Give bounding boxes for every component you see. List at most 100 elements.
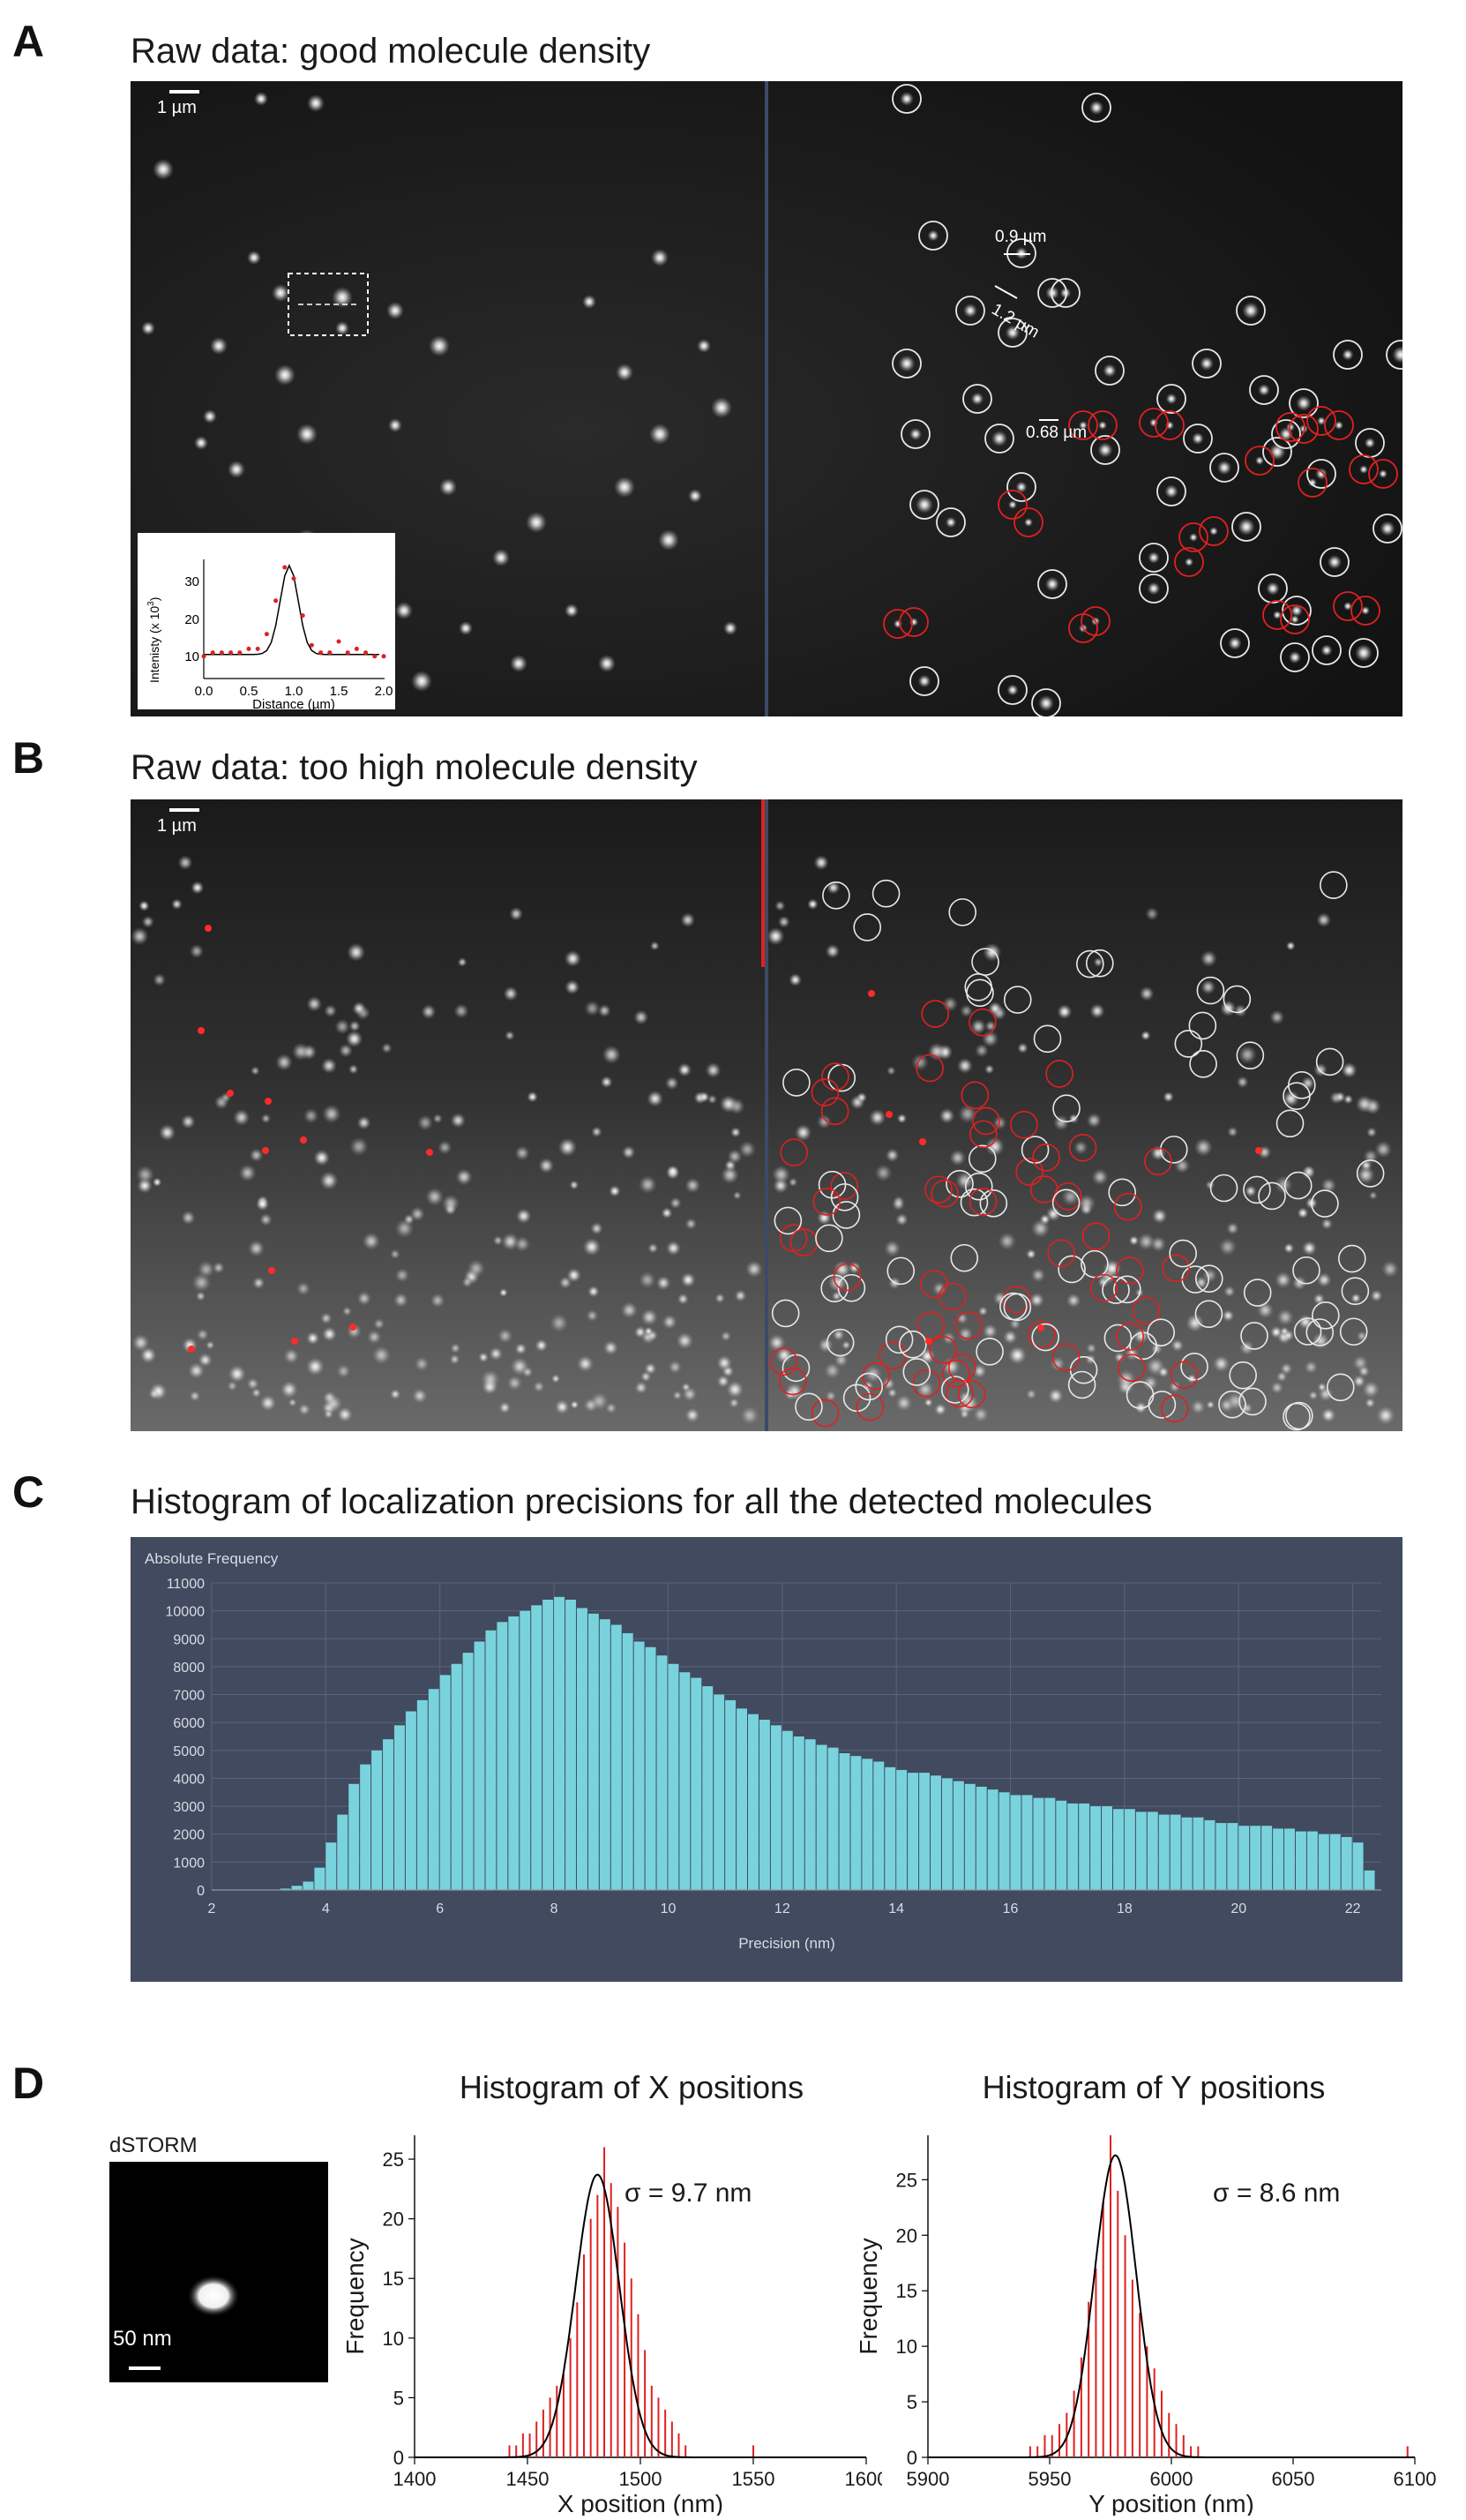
detection-circle-red [1116,1323,1144,1351]
molecule-spot [194,436,208,450]
histogram-bar [793,1736,804,1890]
molecule-spot [141,915,154,928]
molecule-spot [1192,432,1204,445]
histogram-bar [462,1653,474,1890]
molecule-spot [352,1001,367,1016]
inset-point [264,632,269,637]
detection-circle-white [853,913,882,941]
molecule-spot [856,1091,868,1103]
detection-circle-red [1350,596,1380,626]
dstorm-image: 50 nm [109,2162,328,2382]
molecule-spot [716,1374,730,1388]
molecule-spot [1169,1380,1181,1393]
molecule-spot [203,409,217,424]
detection-circle-red [1068,1133,1097,1162]
histogram-bar [1112,1809,1124,1890]
molecule-spot [738,1140,757,1159]
molecule-spot [177,855,193,871]
molecule-spot [260,1114,272,1124]
molecule-spot [1342,349,1354,361]
molecule-spot [450,1113,466,1129]
molecule-spot [227,1380,238,1391]
detection-circle-white [1006,472,1036,502]
inset-background [138,533,395,709]
molecule-spot [874,1164,893,1182]
saturated-pixel [919,1138,926,1145]
detection-circle-red [931,1179,959,1208]
molecule-spot [324,1004,338,1018]
molecule-spot [1236,1076,1249,1089]
inset-point [228,650,234,656]
molecule-spot [584,1000,601,1017]
molecule-spot [707,1094,718,1105]
detection-circle-red [811,1399,840,1428]
inset-xtick-1: 1.0 [285,684,303,699]
histogram-bar [964,1783,976,1890]
molecule-spot [1226,1221,1239,1235]
detection-circle-red [1155,410,1185,440]
detection-circle-white [1236,296,1266,326]
saturated-pixel [349,1324,356,1331]
detection-circle-red [1117,1354,1146,1382]
detection-circle-red [924,1175,953,1204]
molecule-spot [825,943,841,959]
molecule-spot [669,1196,682,1210]
molecule-spot [252,1276,266,1290]
molecule-spot [1128,1235,1140,1246]
scale-bar-label-a: 1 µm [157,98,197,117]
molecule-spot [1223,1285,1236,1298]
xtick-label: 1550 [732,2468,775,2490]
molecule-spot [688,489,702,503]
molecule-spot [526,512,547,533]
molecule-spot [772,1165,791,1184]
molecule-spot [338,1043,354,1058]
molecule-spot [813,855,829,871]
localized-molecule [187,2275,240,2317]
histogram-bar [360,1764,371,1890]
molecule-spot [356,1115,371,1130]
histogram-bar [303,1881,314,1890]
histogram-bar [1284,1828,1295,1890]
histogram-bar [873,1761,885,1890]
molecule-spot [189,1390,201,1402]
histogram-bar [1273,1828,1284,1890]
molecule-spot [984,1064,995,1075]
sigma-annotation: σ = 8.6 nm [1213,2179,1340,2208]
molecule-spot [1283,1090,1300,1107]
molecule-spot [228,1364,247,1384]
molecule-spot [684,1407,700,1423]
molecule-spot [777,915,790,928]
saturated-pixel [1255,1147,1262,1154]
molecule-spot [680,1271,696,1288]
molecule-spot [153,159,174,180]
detection-circle-red [821,1062,849,1091]
ytick-label: 4000 [173,1772,205,1787]
molecule-spot [1061,1187,1081,1206]
molecule-spot [1362,1380,1380,1399]
inset-fit-line [204,564,379,656]
xtick-label: 16 [1003,1901,1019,1916]
molecule-spot [1365,1397,1376,1409]
detection-circle-white [1238,1387,1267,1416]
molecule-spot [1255,456,1264,465]
histogram-bar [919,1773,931,1890]
molecule-spot [1392,346,1402,364]
molecule-spot [933,1403,947,1416]
detection-circle-red [1045,1060,1073,1088]
detection-circle-red [1013,507,1043,537]
detection-circle-red [1081,606,1111,636]
detection-circle-red [1178,522,1208,552]
histogram-ticks: 0 1000 2000 3000 4000 5000 6000 7000 8000 9000 100… [166,1577,1381,1916]
molecule-spot [924,1398,933,1407]
detection-circle-white [1311,1189,1339,1218]
molecule-spot [1320,1218,1334,1230]
x-axis-label: X position (nm) [557,2490,723,2516]
histogram-bar [987,1789,999,1890]
detection-circle-red [1051,1343,1081,1371]
ytick-label: 2000 [173,1828,205,1843]
ytick-label: 1000 [173,1856,205,1871]
histogram-bar [999,1792,1010,1890]
molecule-spot [1370,1289,1383,1302]
histogram-bar [633,1641,645,1890]
molecule-spot [1269,1009,1285,1025]
